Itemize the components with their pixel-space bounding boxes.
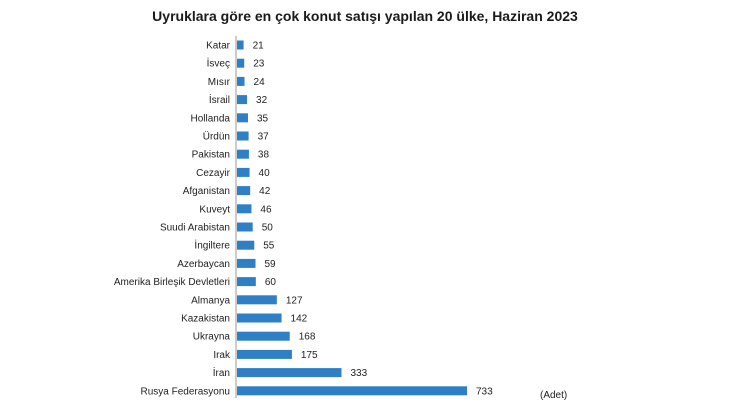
- value-label: 175: [301, 350, 318, 361]
- bar: [237, 222, 253, 232]
- category-label: İran: [213, 366, 230, 379]
- bars-group: Katar 21 İsveç 23 Mısır 24 İsrail 32 Hollanda 35 Ü…: [114, 40, 493, 397]
- bar: [237, 258, 256, 268]
- bar: [237, 58, 245, 68]
- bar: [237, 295, 277, 305]
- bar: [237, 204, 252, 214]
- category-label: Irak: [213, 350, 231, 361]
- value-label: 59: [265, 259, 277, 270]
- bar: [237, 368, 342, 378]
- bar: [237, 149, 249, 159]
- category-label: Ukrayna: [193, 332, 231, 343]
- category-label: Pakistan: [192, 150, 230, 161]
- value-label: 40: [259, 168, 271, 179]
- bar: [237, 76, 245, 86]
- category-label: Cezayir: [196, 168, 231, 179]
- bar: [237, 313, 282, 323]
- category-label: Katar: [206, 41, 231, 52]
- category-label: Hollanda: [191, 113, 231, 124]
- value-label: 127: [286, 295, 303, 306]
- unit-label: (Adet): [540, 390, 567, 401]
- chart-title: Uyruklara göre en çok konut satışı yapıl…: [152, 8, 578, 24]
- bar: [237, 95, 248, 105]
- value-label: 37: [258, 132, 270, 143]
- category-label: Suudi Arabistan: [160, 223, 230, 234]
- category-label: İngiltere: [194, 239, 230, 252]
- value-label: 333: [350, 368, 367, 379]
- bar: [237, 40, 244, 50]
- category-label: Azerbaycan: [177, 259, 230, 270]
- value-label: 55: [263, 241, 275, 252]
- value-label: 42: [259, 186, 271, 197]
- bar: [237, 331, 290, 341]
- bar: [237, 131, 249, 141]
- category-label: Almanya: [191, 295, 230, 306]
- category-label: Kuveyt: [199, 204, 230, 215]
- value-label: 50: [262, 223, 274, 234]
- category-label: Ürdün: [203, 131, 230, 143]
- value-label: 35: [257, 113, 269, 124]
- value-label: 23: [253, 59, 265, 70]
- bar: [237, 349, 292, 359]
- bar: [237, 167, 250, 177]
- value-label: 46: [260, 204, 272, 215]
- value-label: 38: [258, 150, 270, 161]
- category-label: İsrail: [209, 93, 230, 106]
- category-label: Amerika Birleşik Devletleri: [114, 277, 230, 288]
- value-label: 168: [299, 332, 316, 343]
- value-label: 24: [254, 77, 266, 88]
- category-label: Mısır: [208, 77, 231, 88]
- value-label: 32: [256, 95, 268, 106]
- value-label: 21: [253, 41, 265, 52]
- category-label: Afganistan: [183, 186, 230, 197]
- bar: [237, 240, 255, 250]
- category-label: Rusya Federasyonu: [141, 386, 231, 397]
- value-label: 733: [476, 386, 493, 397]
- value-label: 142: [291, 314, 308, 325]
- value-label: 60: [265, 277, 277, 288]
- category-label: İsveç: [207, 57, 230, 70]
- bar: [237, 186, 251, 196]
- bar: [237, 277, 256, 287]
- category-label: Kazakistan: [181, 314, 230, 325]
- bar: [237, 386, 467, 396]
- bar: [237, 113, 248, 123]
